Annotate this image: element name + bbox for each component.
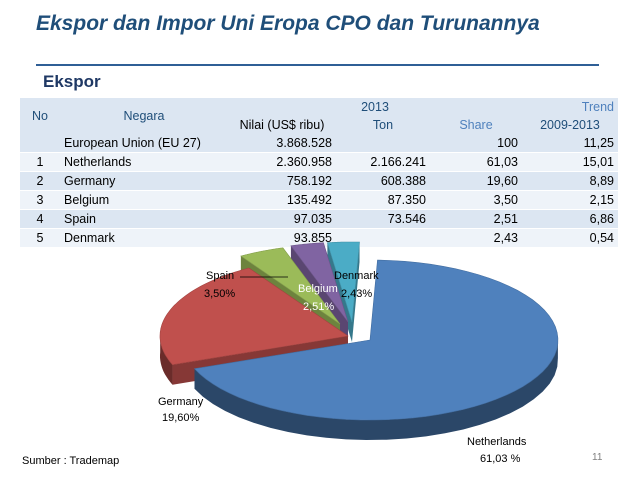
header-nilai: Nilai (US$ ribu) xyxy=(228,116,336,134)
pie-slice-germany xyxy=(159,267,349,366)
label-belgium-name: Belgium xyxy=(298,283,338,295)
label-germany-name: Germany xyxy=(158,396,204,408)
cell-trend: 11,25 xyxy=(522,134,618,153)
cell-trend: 2,15 xyxy=(522,190,618,210)
cell-ton: 87.350 xyxy=(336,190,430,210)
cell-ton xyxy=(336,134,430,153)
pie-slice-side-netherlands xyxy=(194,338,558,440)
header-no: No xyxy=(20,98,60,134)
cell-no: 5 xyxy=(20,228,60,248)
label-germany-value: 19,60% xyxy=(162,412,200,424)
cell-ton: 2.166.241 xyxy=(336,152,430,172)
cell-no: 1 xyxy=(20,152,60,172)
label-denmark-value: 2,43% xyxy=(341,288,372,300)
cell-negara: Netherlands xyxy=(60,152,228,172)
cell-negara: Spain xyxy=(60,209,228,229)
table-row: 1 Netherlands 2.360.958 2.166.241 61,03 … xyxy=(20,152,618,172)
pie-slice-spain xyxy=(240,247,341,325)
header-trend: Trend xyxy=(522,98,618,116)
source-note: Sumber : Trademap xyxy=(22,455,120,467)
cell-negara: European Union (EU 27) xyxy=(60,134,228,153)
cell-nilai: 135.492 xyxy=(228,190,336,210)
header-negara: Negara xyxy=(60,98,228,134)
pie-slice-edge-denmark-1 xyxy=(352,242,360,342)
table-row: 4 Spain 97.035 73.546 2,51 6,86 xyxy=(20,209,618,229)
table-row: 5 Denmark 93.855 2,43 0,54 xyxy=(20,228,618,248)
cell-share: 19,60 xyxy=(430,171,522,191)
label-spain-value: 3,50% xyxy=(204,288,235,300)
cell-trend: 0,54 xyxy=(522,228,618,248)
pie-slice-side-germany xyxy=(160,332,173,385)
table-row: 2 Germany 758.192 608.388 19,60 8,89 xyxy=(20,171,618,191)
section-subtitle: Ekspor xyxy=(43,72,101,91)
cell-share: 2,43 xyxy=(430,228,522,248)
cell-nilai: 758.192 xyxy=(228,171,336,191)
cell-trend: 6,86 xyxy=(522,209,618,229)
label-belgium-value: 2,51% xyxy=(303,301,334,313)
cell-trend: 15,01 xyxy=(522,152,618,172)
cell-nilai: 97.035 xyxy=(228,209,336,229)
cell-negara: Belgium xyxy=(60,190,228,210)
table-row: European Union (EU 27) 3.868.528 100 11,… xyxy=(20,134,618,153)
page-number: 11 xyxy=(592,452,603,463)
header-year: 2013 xyxy=(228,98,522,116)
label-netherlands-name: Netherlands xyxy=(467,436,527,448)
header-share: Share xyxy=(430,116,522,134)
label-netherlands-value: 61,03 % xyxy=(480,453,521,465)
label-denmark-name: Denmark xyxy=(334,270,379,282)
cell-ton: 608.388 xyxy=(336,171,430,191)
cell-nilai: 3.868.528 xyxy=(228,134,336,153)
pie-slice-netherlands xyxy=(193,259,559,421)
table-row: 3 Belgium 135.492 87.350 3,50 2,15 xyxy=(20,190,618,210)
header-trend-period: 2009-2013 xyxy=(522,116,618,134)
cell-share: 61,03 xyxy=(430,152,522,172)
cell-ton: 73.546 xyxy=(336,209,430,229)
pie-slice-denmark xyxy=(326,241,360,323)
label-spain-name: Spain xyxy=(206,270,234,282)
cell-no: 4 xyxy=(20,209,60,229)
cell-share: 3,50 xyxy=(430,190,522,210)
cell-negara: Denmark xyxy=(60,228,228,248)
cell-nilai: 93.855 xyxy=(228,228,336,248)
cell-no: 2 xyxy=(20,171,60,191)
slide-title: Ekspor dan Impor Uni Eropa CPO dan Turun… xyxy=(36,12,540,35)
cell-nilai: 2.360.958 xyxy=(228,152,336,172)
cell-no: 3 xyxy=(20,190,60,210)
pie-slice-belgium xyxy=(290,242,349,323)
title-divider xyxy=(36,64,599,66)
cell-trend: 8,89 xyxy=(522,171,618,191)
cell-negara: Germany xyxy=(60,171,228,191)
cell-no xyxy=(20,134,60,153)
export-table: No Negara 2013 Trend Nilai (US$ ribu) To… xyxy=(20,98,618,248)
cell-share: 2,51 xyxy=(430,209,522,229)
cell-share: 100 xyxy=(430,134,522,153)
header-ton: Ton xyxy=(336,116,430,134)
